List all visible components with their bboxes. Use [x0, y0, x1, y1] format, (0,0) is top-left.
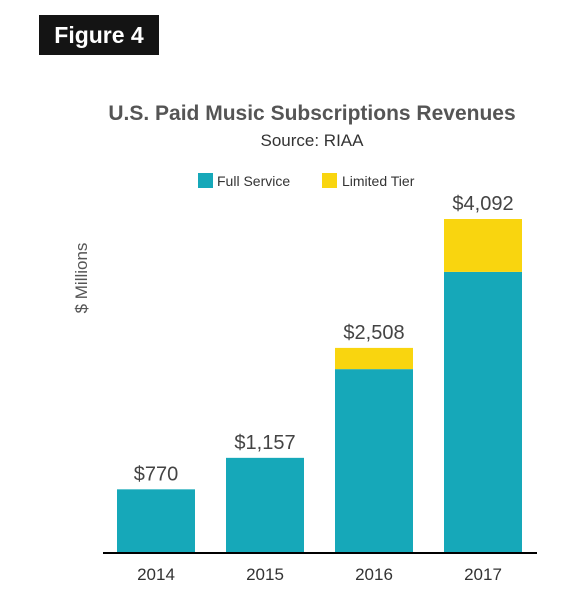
bar-full-service-2016: [335, 369, 413, 552]
data-label-total-2014: $770: [134, 463, 179, 485]
y-axis-label: $ Millions: [72, 243, 91, 314]
data-label-total-2017: $4,092: [452, 193, 513, 215]
legend-label-limited-tier: Limited Tier: [342, 173, 415, 189]
x-tick-label-2016: 2016: [355, 565, 393, 584]
legend-label-full-service: Full Service: [217, 173, 290, 189]
bar-full-service-2015: [226, 457, 304, 552]
x-tick-label-2014: 2014: [137, 565, 175, 584]
bar-full-service-2014: [117, 489, 195, 552]
chart-subtitle: Source: RIAA: [261, 131, 365, 150]
x-tick-label-2017: 2017: [464, 565, 502, 584]
bar-limited-tier-2017: [444, 219, 522, 272]
bar-limited-tier-2016: [335, 347, 413, 370]
data-label-total-2015: $1,157: [234, 432, 295, 454]
chart-title: U.S. Paid Music Subscriptions Revenues: [108, 102, 515, 125]
figure-label: Figure 4: [39, 15, 159, 55]
legend-swatch-limited-tier: [322, 173, 337, 188]
bars-group: $770 $1,157 $2,508 $4,092: [117, 193, 522, 552]
data-label-total-2016: $2,508: [343, 322, 404, 344]
legend-swatch-full-service: [198, 173, 213, 188]
x-tick-labels: 2014 2015 2016 2017: [137, 565, 502, 584]
bar-full-service-2017: [444, 271, 522, 552]
x-tick-label-2015: 2015: [246, 565, 284, 584]
chart-legend: Full Service Limited Tier: [198, 173, 415, 189]
